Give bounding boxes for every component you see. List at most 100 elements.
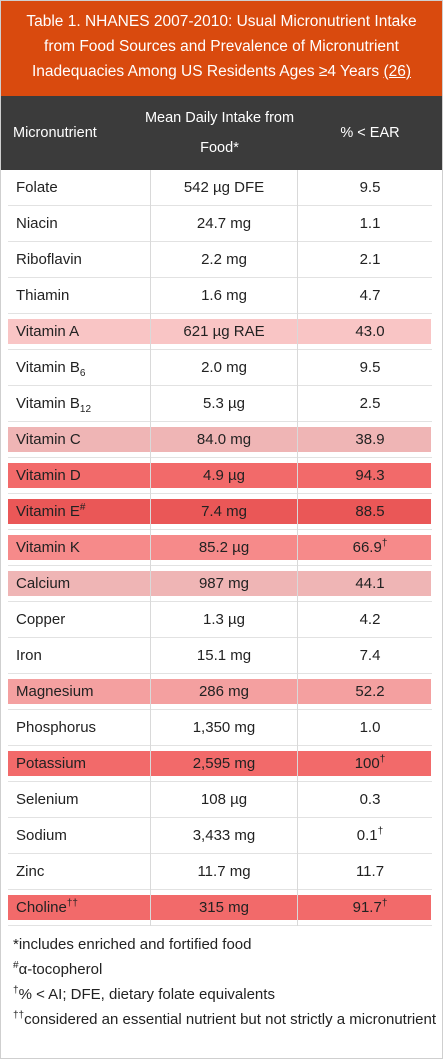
- row-divider: [8, 817, 432, 818]
- mean-daily-intake: 24.7 mg: [151, 206, 298, 242]
- row-highlight: [8, 427, 431, 452]
- percent-below-ear: 2.5: [298, 386, 442, 422]
- footnote-marker: †: [13, 985, 19, 996]
- reference-link[interactable]: (26): [383, 63, 412, 80]
- table-row: Thiamin 1.6 mg 4.7: [1, 278, 442, 314]
- micronutrient-name-text: Selenium: [16, 791, 79, 808]
- row-divider: [8, 637, 432, 638]
- table-row: Vitamin K 85.2 µg 66.9†: [1, 530, 442, 566]
- ear-superscript: †: [381, 538, 388, 549]
- row-divider: [8, 205, 432, 206]
- percent-below-ear: 9.5: [298, 350, 442, 386]
- percent-below-ear-value: 9.5: [359, 359, 381, 376]
- micronutrient-name: Vitamin K: [1, 530, 151, 566]
- micronutrient-name-text: Folate: [16, 179, 58, 196]
- percent-below-ear: 1.0: [298, 710, 442, 746]
- row-divider: [8, 925, 432, 926]
- micronutrient-name-text: Potassium: [16, 755, 87, 772]
- row-highlight: [8, 535, 431, 560]
- footnote: *includes enriched and fortified food: [13, 932, 442, 957]
- row-divider: [8, 421, 432, 422]
- micronutrient-name: Potassium: [1, 746, 151, 782]
- row-highlight: [8, 463, 431, 488]
- micronutrient-name: Vitamin B12: [1, 386, 151, 422]
- percent-below-ear: 0.3: [298, 782, 442, 818]
- percent-below-ear: 7.4: [298, 638, 442, 674]
- row-divider: [8, 853, 432, 854]
- table-row: Phosphorus 1,350 mg 1.0: [1, 710, 442, 746]
- ear-superscript: †: [381, 898, 388, 909]
- micronutrient-name-text: Copper: [16, 611, 66, 628]
- micronutrient-name-text: Magnesium: [16, 683, 94, 700]
- percent-below-ear-value: 2.5: [359, 395, 381, 412]
- percent-below-ear-value: 91.7: [352, 899, 382, 916]
- footnote-text: considered an essential nutrient but not…: [24, 1011, 437, 1028]
- micronutrient-name: Calcium: [1, 566, 151, 602]
- percent-below-ear: 38.9: [298, 422, 442, 458]
- row-divider: [8, 601, 432, 602]
- micronutrient-name: Iron: [1, 638, 151, 674]
- row-highlight: [8, 751, 431, 776]
- row-highlight: [8, 319, 431, 344]
- header-percent-below-ear: % < EAR: [340, 125, 400, 141]
- row-highlight: [8, 571, 431, 596]
- micronutrient-name-text: Riboflavin: [16, 251, 82, 268]
- footnote-text: α-tocopherol: [18, 961, 103, 978]
- micronutrient-name: Zinc: [1, 854, 151, 890]
- name-subscript: 6: [79, 368, 86, 379]
- footnote-text: *includes enriched and fortified food: [13, 936, 252, 953]
- percent-below-ear: 88.5: [298, 494, 442, 530]
- micronutrient-name-text: Sodium: [16, 827, 67, 844]
- footnote-marker: #: [13, 960, 19, 971]
- percent-below-ear: 100†: [298, 746, 442, 782]
- micronutrient-name: Sodium: [1, 818, 151, 854]
- row-highlight: [8, 679, 431, 704]
- ear-superscript: †: [377, 826, 384, 837]
- percent-below-ear-value: 1.0: [359, 719, 381, 736]
- row-divider: [8, 277, 432, 278]
- table-title-text: Table 1. NHANES 2007-2010: Usual Micronu…: [26, 13, 417, 80]
- row-highlight: [8, 895, 431, 920]
- percent-below-ear-value: 44.1: [355, 575, 385, 592]
- mean-daily-intake: 1,350 mg: [151, 710, 298, 746]
- percent-below-ear-value: 43.0: [355, 323, 385, 340]
- micronutrient-name: Vitamin B6: [1, 350, 151, 386]
- table-row: Vitamin E# 7.4 mg 88.5: [1, 494, 442, 530]
- table-row: Selenium 108 µg 0.3: [1, 782, 442, 818]
- micronutrient-name-text: Niacin: [16, 215, 58, 232]
- percent-below-ear: 4.2: [298, 602, 442, 638]
- row-divider: [8, 709, 432, 710]
- table-row: Zinc 11.7 mg 11.7: [1, 854, 442, 890]
- micronutrient-name-text: Vitamin K: [16, 539, 80, 556]
- mean-daily-intake: 542 µg DFE: [151, 170, 298, 206]
- row-divider: [8, 529, 432, 530]
- table-row: Niacin 24.7 mg 1.1: [1, 206, 442, 242]
- micronutrient-name-text: Vitamin C: [16, 431, 81, 448]
- table-row: Potassium 2,595 mg 100†: [1, 746, 442, 782]
- table-row: Calcium 987 mg 44.1: [1, 566, 442, 602]
- micronutrient-name-text: Thiamin: [16, 287, 70, 304]
- micronutrient-name-text: Choline: [16, 899, 67, 916]
- micronutrient-name: Selenium: [1, 782, 151, 818]
- micronutrient-name-text: Vitamin B: [16, 395, 80, 412]
- ear-superscript: †: [379, 754, 386, 765]
- table-row: Folate 542 µg DFE 9.5: [1, 170, 442, 206]
- row-highlight: [8, 499, 431, 524]
- row-divider: [8, 349, 432, 350]
- row-divider: [8, 241, 432, 242]
- row-divider: [8, 889, 432, 890]
- percent-below-ear-value: 100: [354, 755, 380, 772]
- table-body: Folate 542 µg DFE 9.5 Niacin 24.7 mg 1.1 Ribof…: [1, 170, 442, 926]
- percent-below-ear: 66.9†: [298, 530, 442, 566]
- mean-daily-intake: 2.0 mg: [151, 350, 298, 386]
- footnotes: *includes enriched and fortified food #α-…: [1, 926, 442, 1032]
- table-row: Vitamin B6 2.0 mg 9.5: [1, 350, 442, 386]
- micronutrient-name-text: Vitamin E: [16, 503, 80, 520]
- mean-daily-intake: 315 mg: [151, 890, 298, 926]
- percent-below-ear-value: 52.2: [355, 683, 385, 700]
- percent-below-ear: 43.0: [298, 314, 442, 350]
- percent-below-ear: 2.1: [298, 242, 442, 278]
- percent-below-ear-value: 4.2: [359, 611, 381, 628]
- micronutrient-name-text: Zinc: [16, 863, 45, 880]
- mean-daily-intake: 108 µg: [151, 782, 298, 818]
